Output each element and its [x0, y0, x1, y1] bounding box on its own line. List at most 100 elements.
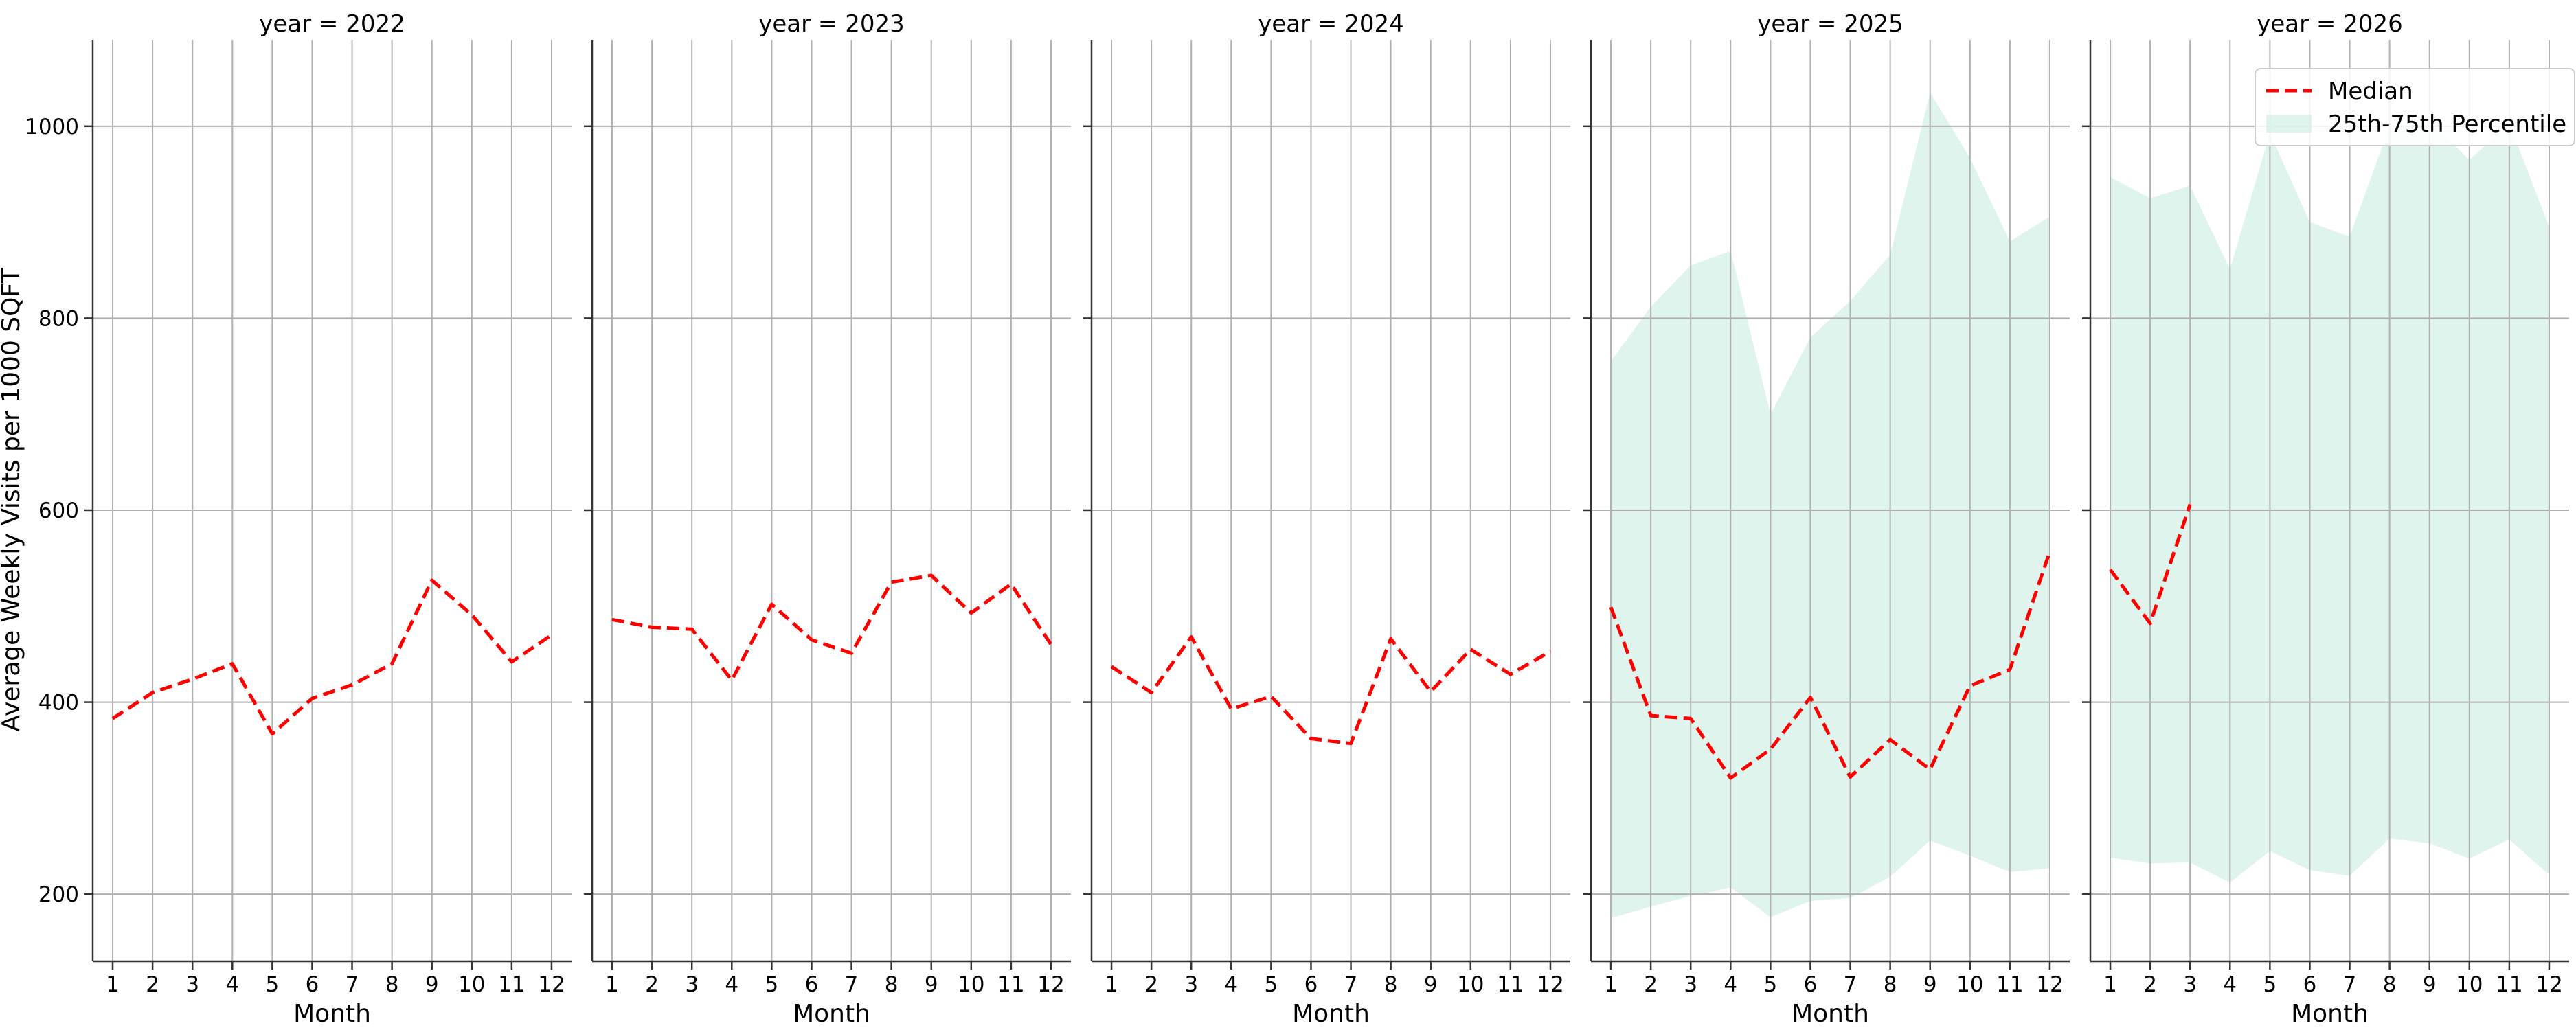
x-tick-label: 7	[845, 972, 859, 997]
x-tick-label: 3	[1684, 972, 1697, 997]
x-tick-label: 1	[1604, 972, 1618, 997]
x-tick-label: 6	[805, 972, 819, 997]
x-tick-label: 12	[1537, 972, 1563, 997]
median-point	[1509, 672, 1513, 676]
y-axis-label: Average Weekly Visits per 1000 SQFT	[0, 267, 25, 731]
panel-title: year = 2022	[259, 10, 405, 38]
x-tick-label: 11	[1497, 972, 1524, 997]
median-point	[390, 662, 394, 666]
median-line	[2108, 503, 2192, 626]
median-point	[1149, 691, 1153, 695]
x-tick-label: 9	[1923, 972, 1937, 997]
x-tick-label: 6	[306, 972, 319, 997]
x-tick-label: 7	[1844, 972, 1857, 997]
x-tick-label: 10	[2456, 972, 2483, 997]
percentile-band	[2110, 121, 2549, 883]
median-point	[1349, 742, 1353, 746]
x-tick-label: 6	[1804, 972, 1818, 997]
x-tick-label: 9	[925, 972, 938, 997]
legend: Median 25th-75th Percentile	[2255, 68, 2575, 146]
x-tick-label: 10	[1956, 972, 1983, 997]
percentile-band	[1611, 92, 2050, 919]
x-tick-label: 7	[1344, 972, 1358, 997]
median-line	[611, 573, 1053, 682]
x-tick-label: 6	[1304, 972, 1318, 997]
x-tick-label: 5	[266, 972, 280, 997]
y-tick-label: 200	[38, 882, 79, 907]
median-point	[1049, 643, 1053, 647]
panel-title: year = 2024	[1258, 10, 1403, 38]
panel-title: year = 2026	[2257, 10, 2402, 38]
x-tick-label: 8	[885, 972, 899, 997]
median-line	[1609, 551, 2052, 780]
x-tick-label: 3	[2183, 972, 2197, 997]
median-point	[270, 732, 274, 736]
x-tick-label: 2	[146, 972, 159, 997]
median-point	[1888, 737, 1893, 742]
x-tick-label: 4	[725, 972, 738, 997]
x-axis-label: Month	[1792, 1000, 1869, 1028]
x-tick-label: 12	[2036, 972, 2063, 997]
median-point	[1189, 635, 1193, 639]
legend-box	[2255, 68, 2575, 146]
x-tick-label: 12	[1037, 972, 1064, 997]
x-tick-label: 11	[1996, 972, 2023, 997]
x-axis-label: Month	[793, 1000, 870, 1028]
median-point	[730, 678, 734, 682]
median-point	[929, 573, 934, 577]
median-point	[230, 662, 234, 666]
median-point	[850, 651, 854, 655]
x-tick-label: 8	[2383, 972, 2397, 997]
median-point	[769, 602, 773, 606]
median-point	[1009, 582, 1013, 586]
median-point	[1928, 767, 1932, 771]
median-point	[2108, 568, 2112, 572]
median-point	[1548, 649, 1552, 653]
median-point	[1849, 775, 1853, 779]
median-point	[1389, 637, 1393, 641]
median-point	[111, 716, 115, 720]
median-point	[809, 638, 813, 642]
x-axis-label: Month	[293, 1000, 371, 1028]
median-line	[111, 578, 553, 736]
x-tick-label: 8	[385, 972, 399, 997]
x-axis-label: Month	[2291, 1000, 2369, 1028]
x-tick-label: 4	[1724, 972, 1737, 997]
x-tick-label: 3	[185, 972, 199, 997]
x-tick-label: 3	[685, 972, 699, 997]
median-point	[1229, 707, 1233, 711]
median-point	[2188, 503, 2192, 507]
legend-band-label: 25th-75th Percentile	[2328, 111, 2566, 138]
legend-median-label: Median	[2328, 78, 2413, 105]
median-point	[1309, 737, 1313, 741]
x-tick-label: 10	[958, 972, 984, 997]
median-point	[550, 633, 554, 637]
median-point	[1609, 605, 1613, 609]
median-line	[1110, 635, 1552, 746]
median-point	[2148, 621, 2152, 626]
x-tick-label: 1	[605, 972, 619, 997]
median-point	[310, 696, 314, 700]
panel-title: year = 2023	[758, 10, 904, 38]
x-tick-label: 3	[1184, 972, 1198, 997]
x-tick-label: 8	[1384, 972, 1398, 997]
x-tick-label: 10	[1457, 972, 1484, 997]
y-tick-label: 800	[38, 306, 79, 331]
x-tick-label: 7	[2343, 972, 2357, 997]
x-tick-label: 11	[997, 972, 1024, 997]
median-point	[1469, 648, 1473, 652]
x-tick-label: 2	[645, 972, 659, 997]
x-tick-label: 1	[106, 972, 120, 997]
x-tick-label: 7	[346, 972, 359, 997]
x-tick-label: 1	[1105, 972, 1118, 997]
x-axis-label: Month	[1292, 1000, 1370, 1028]
x-tick-label: 10	[458, 972, 485, 997]
x-tick-label: 4	[225, 972, 239, 997]
median-point	[190, 677, 194, 681]
median-point	[1688, 716, 1693, 720]
x-tick-label: 9	[425, 972, 439, 997]
